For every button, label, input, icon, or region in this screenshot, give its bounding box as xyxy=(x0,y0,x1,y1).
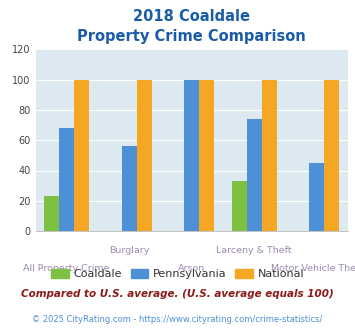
Bar xyxy=(122,146,137,231)
Bar xyxy=(262,80,277,231)
Bar xyxy=(199,80,214,231)
Bar xyxy=(44,196,59,231)
Text: Arson: Arson xyxy=(178,264,205,273)
Text: Compared to U.S. average. (U.S. average equals 100): Compared to U.S. average. (U.S. average … xyxy=(21,289,334,299)
Text: Burglary: Burglary xyxy=(109,246,149,254)
Text: Larceny & Theft: Larceny & Theft xyxy=(216,246,292,254)
Bar xyxy=(59,128,74,231)
Title: 2018 Coaldale
Property Crime Comparison: 2018 Coaldale Property Crime Comparison xyxy=(77,9,306,44)
Text: All Property Crime: All Property Crime xyxy=(23,264,110,273)
Bar xyxy=(184,80,199,231)
Bar xyxy=(232,181,247,231)
Bar xyxy=(324,80,339,231)
Bar xyxy=(74,80,89,231)
Bar xyxy=(137,80,152,231)
Text: Motor Vehicle Theft: Motor Vehicle Theft xyxy=(271,264,355,273)
Bar xyxy=(247,119,262,231)
Bar xyxy=(309,163,324,231)
Legend: Coaldale, Pennsylvania, National: Coaldale, Pennsylvania, National xyxy=(47,265,308,284)
Text: © 2025 CityRating.com - https://www.cityrating.com/crime-statistics/: © 2025 CityRating.com - https://www.city… xyxy=(32,315,323,324)
